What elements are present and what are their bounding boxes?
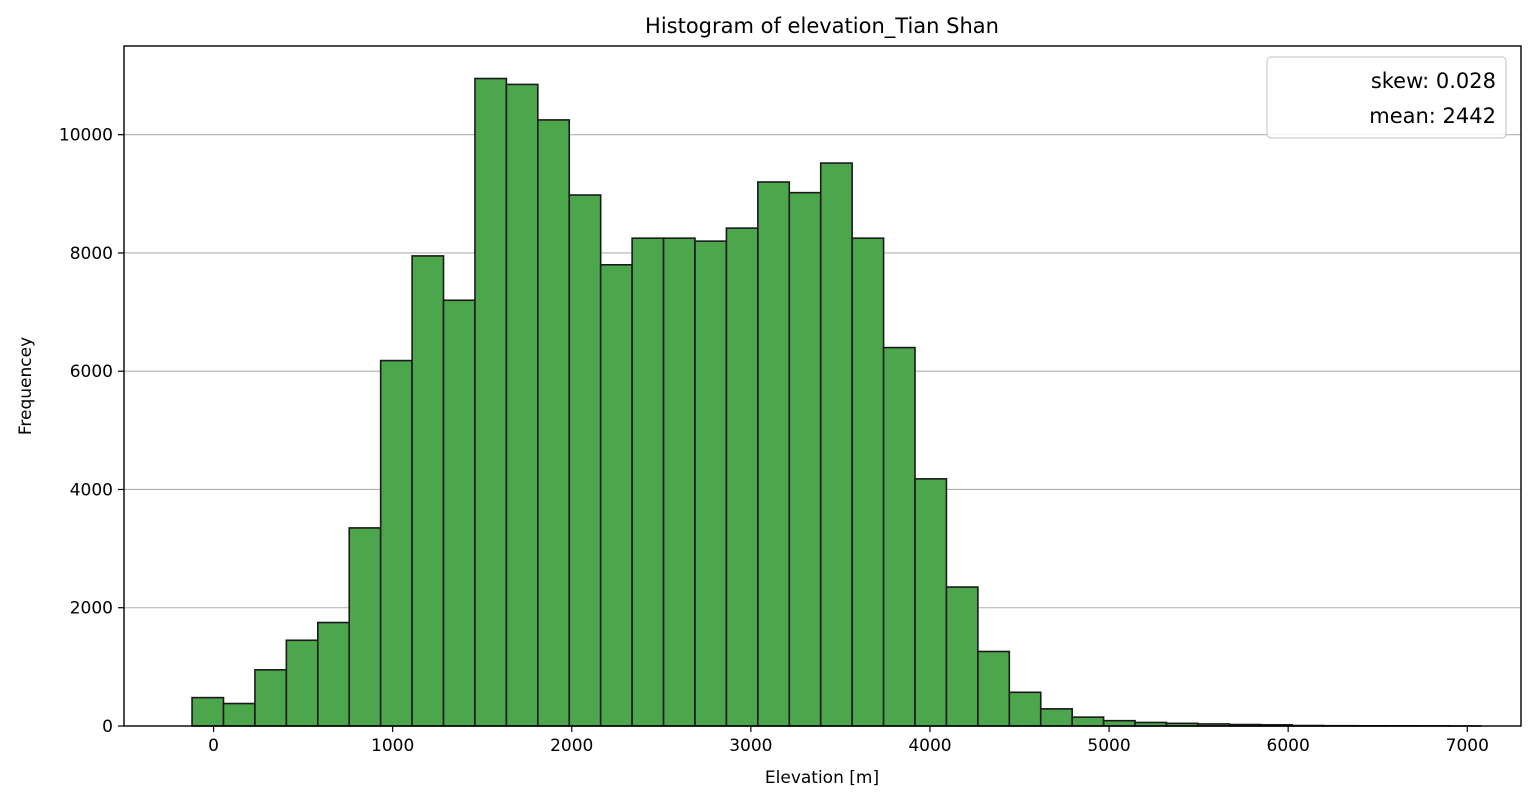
x-tick-label: 1000 xyxy=(371,736,414,756)
y-tick-label: 8000 xyxy=(70,244,113,264)
x-tick-label: 7000 xyxy=(1446,736,1489,756)
plot-frame xyxy=(123,45,1522,727)
histogram-bar xyxy=(694,240,728,727)
legend-box xyxy=(1266,56,1507,139)
histogram-bar xyxy=(411,255,445,727)
y-axis-label: Frequencey xyxy=(16,337,36,435)
legend-entry-mean: mean: 2442 xyxy=(1369,104,1496,128)
histogram-bar xyxy=(631,237,665,727)
histogram-bar xyxy=(1039,708,1073,727)
x-tick-label: 3000 xyxy=(729,736,772,756)
y-tick-label: 2000 xyxy=(70,599,113,619)
y-tick-label: 4000 xyxy=(70,480,113,500)
histogram-bar xyxy=(1102,719,1136,727)
histogram-bar xyxy=(442,299,476,727)
x-tick-label: 0 xyxy=(208,736,219,756)
histogram-bars xyxy=(191,77,1482,727)
histogram-bar xyxy=(222,702,256,727)
legend-entry-skew: skew: 0.028 xyxy=(1371,69,1496,93)
histogram-bar xyxy=(316,621,351,727)
histogram-bar xyxy=(537,119,571,727)
x-tick-label: 6000 xyxy=(1267,736,1310,756)
chart-title: Histogram of elevation_Tian Shan xyxy=(645,14,999,39)
histogram-bar xyxy=(662,237,696,727)
y-axis-ticks: 0 2000 4000 6000 8000 10000 xyxy=(59,126,124,737)
histogram-bar xyxy=(725,227,759,727)
histogram-bar xyxy=(348,527,382,727)
histogram-bar xyxy=(851,237,885,727)
y-tick-label: 0 xyxy=(102,717,113,737)
y-tick-label: 10000 xyxy=(59,126,113,146)
histogram-bar xyxy=(819,162,853,727)
x-tick-label: 2000 xyxy=(550,736,593,756)
histogram-bar xyxy=(191,696,225,727)
histogram-bar xyxy=(788,191,822,727)
histogram-bar xyxy=(757,181,791,727)
histogram-bar xyxy=(914,478,948,727)
x-axis-label: Elevation [m] xyxy=(765,768,879,788)
histogram-bar xyxy=(379,359,413,727)
x-tick-label: 4000 xyxy=(908,736,951,756)
histogram-bar xyxy=(285,639,319,727)
histogram-bar xyxy=(1071,716,1105,727)
y-tick-label: 6000 xyxy=(70,362,113,382)
x-axis-ticks: 0 1000 2000 3000 4000 5000 6000 7000 xyxy=(208,726,1489,756)
histogram-bar xyxy=(599,263,633,727)
histogram-bar xyxy=(945,586,979,727)
histogram-bar xyxy=(568,194,602,727)
histogram-bar xyxy=(254,669,288,727)
legend: skew: 0.028 mean: 2442 xyxy=(1266,56,1507,139)
histogram-bar xyxy=(882,346,916,727)
x-tick-label: 5000 xyxy=(1087,736,1130,756)
histogram-bar xyxy=(1008,691,1042,727)
histogram-bar xyxy=(977,650,1011,727)
histogram-bar xyxy=(474,77,508,727)
histogram-bar xyxy=(505,83,539,727)
